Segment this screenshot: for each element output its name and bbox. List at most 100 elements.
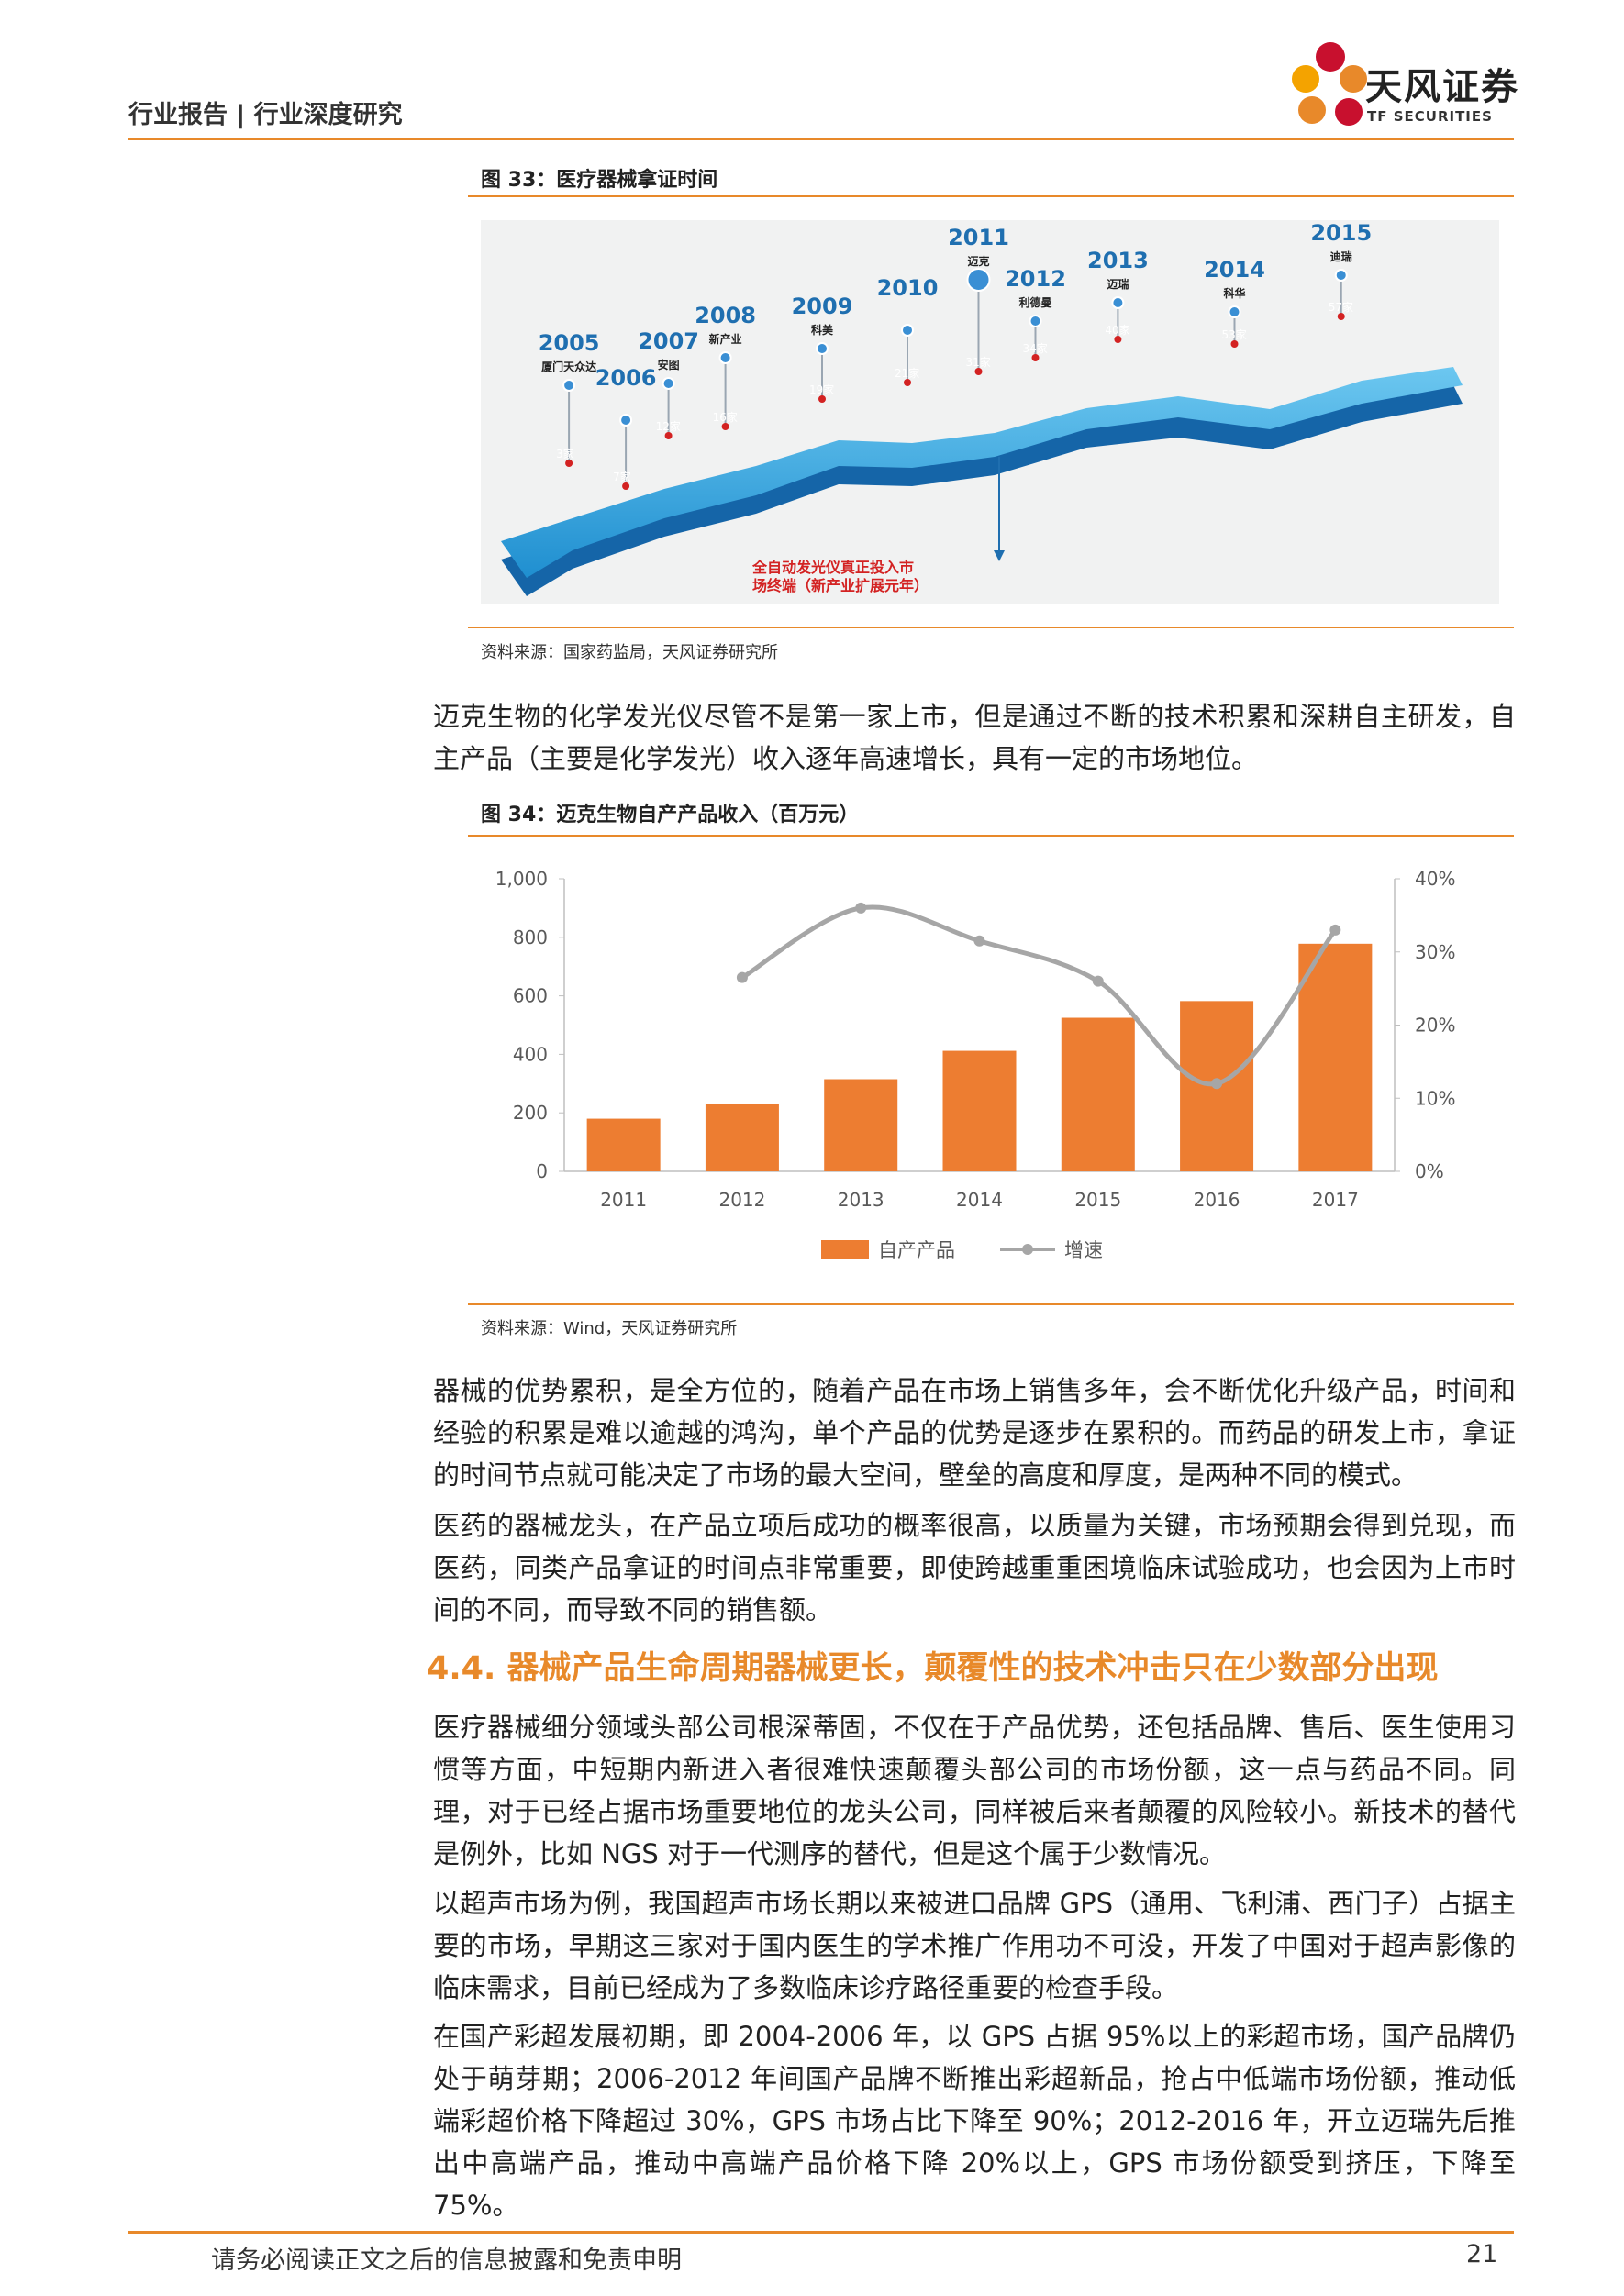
right-axis-tick-label: 30% bbox=[1415, 941, 1455, 963]
x-axis-tick-label: 2017 bbox=[1312, 1189, 1359, 1211]
x-axis-tick-label: 2015 bbox=[1074, 1189, 1121, 1211]
body-paragraph-3: 医药的器械龙头，在产品立项后成功的概率很高，以质量为关键，市场预期会得到兑现，而… bbox=[433, 1510, 1516, 1625]
milestone-pin-icon bbox=[816, 342, 829, 355]
legend-line-marker bbox=[1022, 1244, 1033, 1255]
milestone-dot bbox=[622, 482, 630, 490]
milestone-pin-icon bbox=[619, 414, 633, 427]
figure-34-top-rule bbox=[468, 835, 1514, 837]
timeline-ribbon-shadow bbox=[501, 385, 1463, 596]
milestone-dot bbox=[974, 368, 983, 375]
milestone-dot bbox=[1114, 336, 1122, 343]
milestone-pin-icon bbox=[1334, 269, 1348, 282]
milestone-pin-icon bbox=[1029, 315, 1042, 327]
section-heading-4-4: 4.4. 器械产品生命周期器械更长，颠覆性的技术冲击只在少数部分出现 bbox=[427, 1650, 1439, 1687]
x-axis-tick-label: 2011 bbox=[600, 1189, 647, 1211]
body-paragraph-2: 器械的优势累积，是全方位的，随着产品在市场上销售多年，会不断优化升级产品，时间和… bbox=[433, 1375, 1516, 1491]
milestone-company: 迈克 bbox=[967, 254, 989, 268]
footer-disclaimer: 请务必阅读正文之后的信息披露和免责申明 bbox=[211, 2246, 682, 2275]
x-axis-tick-label: 2014 bbox=[956, 1189, 1003, 1211]
milestone-year: 2005 bbox=[539, 330, 600, 356]
milestone-count: 21家 bbox=[895, 366, 919, 380]
milestone-count: 7家 bbox=[613, 470, 631, 483]
bar-2013 bbox=[824, 1079, 898, 1171]
left-axis-tick-label: 0 bbox=[536, 1160, 548, 1182]
left-axis-tick-label: 800 bbox=[513, 926, 548, 948]
left-axis-tick-label: 400 bbox=[513, 1043, 548, 1065]
milestone-dot bbox=[1230, 340, 1239, 348]
milestone-dot bbox=[565, 460, 573, 467]
left-axis-tick-label: 600 bbox=[513, 985, 548, 1007]
milestone-dot bbox=[1031, 354, 1040, 361]
logo-english-name: TF SECURITIES bbox=[1367, 108, 1493, 125]
milestone-count: 19家 bbox=[809, 383, 834, 396]
bar-2012 bbox=[705, 1103, 779, 1171]
body-paragraph-1: 迈克生物的化学发光仪尽管不是第一家上市，但是通过不断的技术积累和深耕自主研发，自… bbox=[433, 701, 1516, 774]
legend-bar-swatch bbox=[821, 1240, 869, 1259]
bar-2017 bbox=[1298, 943, 1373, 1171]
milestone-company: 厦门天众达 bbox=[541, 360, 596, 373]
milestone-pin-icon bbox=[966, 268, 991, 292]
legend-line-label: 增速 bbox=[1064, 1239, 1103, 1261]
body-paragraph-4: 医疗器械细分领域头部公司根深蒂固，不仅在于产品优势，还包括品牌、售后、医生使用习… bbox=[433, 1712, 1516, 1869]
left-axis-tick-label: 1,000 bbox=[495, 868, 548, 890]
milestone-year: 2006 bbox=[595, 365, 657, 391]
growth-rate-line bbox=[740, 904, 1338, 1087]
header-section-text: 行业报告 | 行业深度研究 bbox=[128, 101, 403, 129]
figure-33-title: 图 33：医疗器械拿证时间 bbox=[481, 169, 718, 192]
growth-rate-point bbox=[1211, 1078, 1223, 1090]
timeline-note-line1: 全自动发光仪真正投入市 bbox=[751, 559, 914, 576]
milestone-dot bbox=[904, 379, 911, 386]
milestone-pin-icon bbox=[662, 377, 675, 390]
milestone-year: 2009 bbox=[792, 294, 853, 319]
milestone-dot bbox=[1337, 313, 1345, 320]
right-axis-tick-label: 10% bbox=[1415, 1087, 1455, 1109]
figure-33-bottom-rule bbox=[468, 627, 1514, 628]
x-axis-tick-label: 2013 bbox=[838, 1189, 884, 1211]
left-axis-tick-label: 200 bbox=[513, 1102, 548, 1124]
growth-rate-point bbox=[736, 971, 748, 983]
milestone-count: 16家 bbox=[713, 410, 738, 424]
figure-34-chart: 0 200 400 600 800 1,000 0% 10% 20% 30% 40% 2011 2012… bbox=[468, 853, 1514, 1284]
figure-34-title: 图 34：迈克生物自产产品收入（百万元） bbox=[481, 804, 860, 826]
x-axis-tick-label: 2012 bbox=[718, 1189, 765, 1211]
figure-34-bottom-rule bbox=[468, 1303, 1514, 1305]
milestone-year: 2007 bbox=[638, 328, 699, 354]
milestone-count: 57家 bbox=[1329, 300, 1353, 314]
growth-rate-point bbox=[1092, 975, 1104, 987]
company-logo bbox=[1280, 37, 1518, 136]
milestone-company: 利德曼 bbox=[1018, 295, 1051, 309]
milestone-year: 2008 bbox=[695, 303, 756, 328]
figure-33-source: 资料来源：国家药监局，天风证券研究所 bbox=[481, 643, 778, 662]
flower-logo-icon bbox=[1292, 42, 1367, 126]
header-divider bbox=[128, 138, 1514, 140]
milestone-count: 53家 bbox=[1222, 327, 1247, 341]
page-number: 21 bbox=[1466, 2240, 1498, 2268]
milestone-count: 40家 bbox=[1105, 323, 1129, 337]
milestone-dot bbox=[721, 423, 729, 430]
body-paragraph-5: 以超声市场为例，我国超声市场长期以来被进口品牌 GPS（通用、飞利浦、西门子）占… bbox=[433, 1888, 1516, 2003]
timeline-ribbon bbox=[501, 367, 1463, 578]
milestone-company: 科美 bbox=[811, 323, 834, 337]
bar-2011 bbox=[586, 1118, 661, 1171]
milestone-year: 2013 bbox=[1087, 248, 1149, 273]
bar-2015 bbox=[1061, 1017, 1135, 1171]
figure-33-timeline-image: 2005 厦门天众达 3家 2006 7家 2007 安图 12家 2008 新产业 16家 2009… bbox=[481, 220, 1499, 604]
milestone-company: 科华 bbox=[1223, 286, 1245, 300]
milestone-pin-icon bbox=[718, 351, 732, 364]
milestone-count: 31家 bbox=[966, 355, 991, 369]
right-axis-tick-label: 40% bbox=[1415, 868, 1455, 890]
bar-2014 bbox=[942, 1050, 1017, 1171]
footer-divider bbox=[128, 2231, 1514, 2234]
milestone-company: 安图 bbox=[658, 358, 680, 372]
milestone-count: 12家 bbox=[656, 419, 681, 433]
milestone-pin-icon bbox=[901, 324, 914, 337]
milestone-company: 新产业 bbox=[709, 332, 742, 346]
figure-34-source: 资料来源：Wind，天风证券研究所 bbox=[481, 1319, 738, 1338]
milestone-dot bbox=[818, 395, 826, 403]
growth-rate-point bbox=[1329, 924, 1341, 936]
milestone-count: 34家 bbox=[1023, 341, 1048, 355]
timeline-arrow-head bbox=[994, 550, 1005, 561]
milestone-company: 迈瑞 bbox=[1107, 277, 1129, 291]
figure-33-top-rule bbox=[468, 195, 1514, 197]
milestone-year: 2012 bbox=[1005, 266, 1066, 292]
